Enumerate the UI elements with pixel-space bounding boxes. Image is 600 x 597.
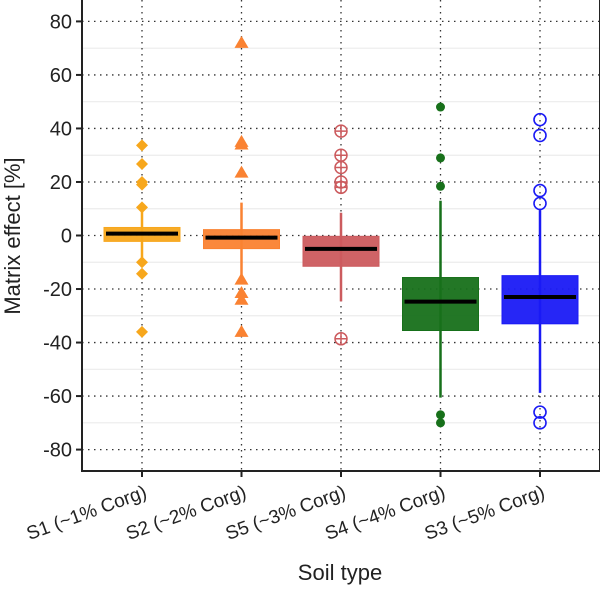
outlier-point	[136, 201, 148, 214]
outlier-point	[136, 267, 148, 280]
outlier-point	[533, 183, 547, 198]
x-axis: S1 (~1% Corg)S2 (~2% Corg)S5 (~3% Corg)S…	[24, 471, 548, 545]
y-axis-label: Matrix effect [%]	[0, 157, 25, 314]
outlier-point	[533, 196, 547, 211]
outlier-point	[436, 418, 445, 428]
outlier-cross	[335, 161, 347, 174]
y-tick-label: -60	[43, 386, 72, 408]
outlier-point	[234, 165, 249, 178]
box-group	[103, 139, 181, 338]
y-tick-label: 0	[61, 226, 72, 248]
box-group	[501, 112, 579, 430]
outlier-point	[136, 256, 148, 269]
outlier-point	[234, 137, 249, 150]
boxes	[103, 35, 579, 430]
outlier-point	[234, 286, 249, 299]
outlier-point	[436, 181, 445, 191]
outlier-point	[234, 324, 249, 337]
outlier-point	[436, 102, 445, 112]
y-tick-label: -20	[43, 279, 72, 301]
outlier-cross	[335, 332, 347, 345]
box-group	[402, 102, 479, 428]
outlier-point	[136, 325, 148, 338]
outlier-point	[533, 112, 547, 127]
box	[501, 275, 579, 325]
y-tick-label: 60	[50, 65, 72, 87]
outlier-point	[136, 139, 148, 152]
outlier-point	[436, 410, 445, 420]
box-group	[302, 124, 380, 346]
outlier-point	[533, 416, 547, 430]
outlier-cross	[335, 181, 347, 194]
outlier-point	[136, 158, 148, 171]
outlier-point	[234, 292, 249, 305]
y-axis: -80 -60 -40 -20 0 20 40 60 80	[43, 11, 82, 462]
box	[302, 235, 380, 267]
y-tick-label: 80	[50, 11, 72, 33]
outlier-point	[234, 35, 249, 48]
y-tick-label: 20	[50, 172, 72, 194]
box-group	[203, 35, 280, 337]
y-tick-label: 40	[50, 118, 72, 140]
outlier-point	[533, 405, 547, 419]
outlier-point	[234, 272, 249, 285]
y-tick-label: -80	[43, 440, 72, 462]
outlier-point	[136, 178, 148, 191]
outlier-point	[533, 128, 547, 143]
x-axis-label: Soil type	[298, 560, 382, 585]
y-tick-label: -40	[43, 333, 72, 355]
outlier-cross	[335, 125, 347, 138]
outlier-point	[436, 153, 445, 163]
box	[402, 277, 479, 332]
outlier-cross	[335, 149, 347, 162]
